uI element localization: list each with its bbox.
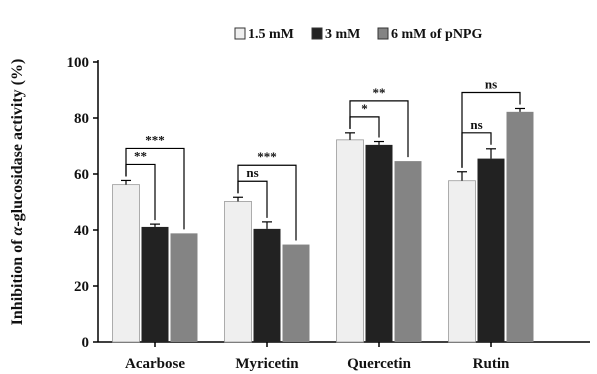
legend-label: 6 mM of pNPG: [391, 27, 482, 42]
bar-3-mm: [477, 158, 505, 342]
bar-1-5-mm: [112, 184, 140, 343]
legend-label: 3 mM: [325, 27, 360, 42]
y-tick-label: 60: [74, 167, 89, 183]
significance-label: **: [373, 85, 386, 100]
x-tick-label: Quercetin: [347, 356, 412, 372]
significance-label: ***: [145, 132, 165, 147]
x-axis: Acarbose Myricetin Quercetin Rutin: [98, 341, 590, 372]
significance-bracket: [349, 116, 380, 138]
significance-label: ns: [485, 76, 497, 91]
significance-label: **: [134, 148, 147, 163]
y-axis-label: Inhibition of α-glucosidase activity (%): [9, 59, 26, 326]
bar-1-5-mm: [336, 139, 364, 343]
y-tick-label: 0: [82, 335, 90, 351]
significance-bracket: [125, 147, 185, 230]
legend-swatch: [377, 27, 389, 40]
legend-swatch: [234, 27, 246, 40]
x-tick-label: Myricetin: [235, 356, 299, 372]
bar-6-mm-of-pnpg: [282, 244, 310, 342]
bar-6-mm-of-pnpg: [506, 111, 534, 342]
legend: 1.5 mM 3 mM 6 mM of pNPG: [234, 27, 482, 42]
y-tick-label: 40: [74, 223, 89, 239]
y-tick-label: 100: [67, 55, 90, 71]
x-tick-label: Acarbose: [125, 356, 185, 372]
bar-6-mm-of-pnpg: [394, 161, 422, 342]
legend-label: 1.5 mM: [248, 27, 294, 42]
y-tick-label: 80: [74, 111, 89, 127]
bar-3-mm: [253, 228, 281, 342]
y-tick-label: 20: [74, 279, 89, 295]
significance-bracket: [237, 164, 297, 241]
significance-bracket: [349, 100, 409, 158]
bar-3-mm: [141, 226, 169, 342]
legend-swatch: [311, 27, 323, 40]
y-axis: 0 20 40 60 80 100: [67, 55, 99, 351]
significance-label: *: [361, 101, 368, 116]
significance-bracket: [461, 91, 521, 168]
bar-1-5-mm: [448, 180, 476, 343]
significance-label: ***: [257, 149, 277, 164]
significance-label: ns: [246, 165, 258, 180]
bar-3-mm: [365, 144, 393, 342]
x-tick-label: Rutin: [473, 356, 510, 372]
bar-6-mm-of-pnpg: [170, 233, 198, 342]
significance-label: ns: [470, 117, 482, 132]
bar-1-5-mm: [224, 201, 252, 343]
